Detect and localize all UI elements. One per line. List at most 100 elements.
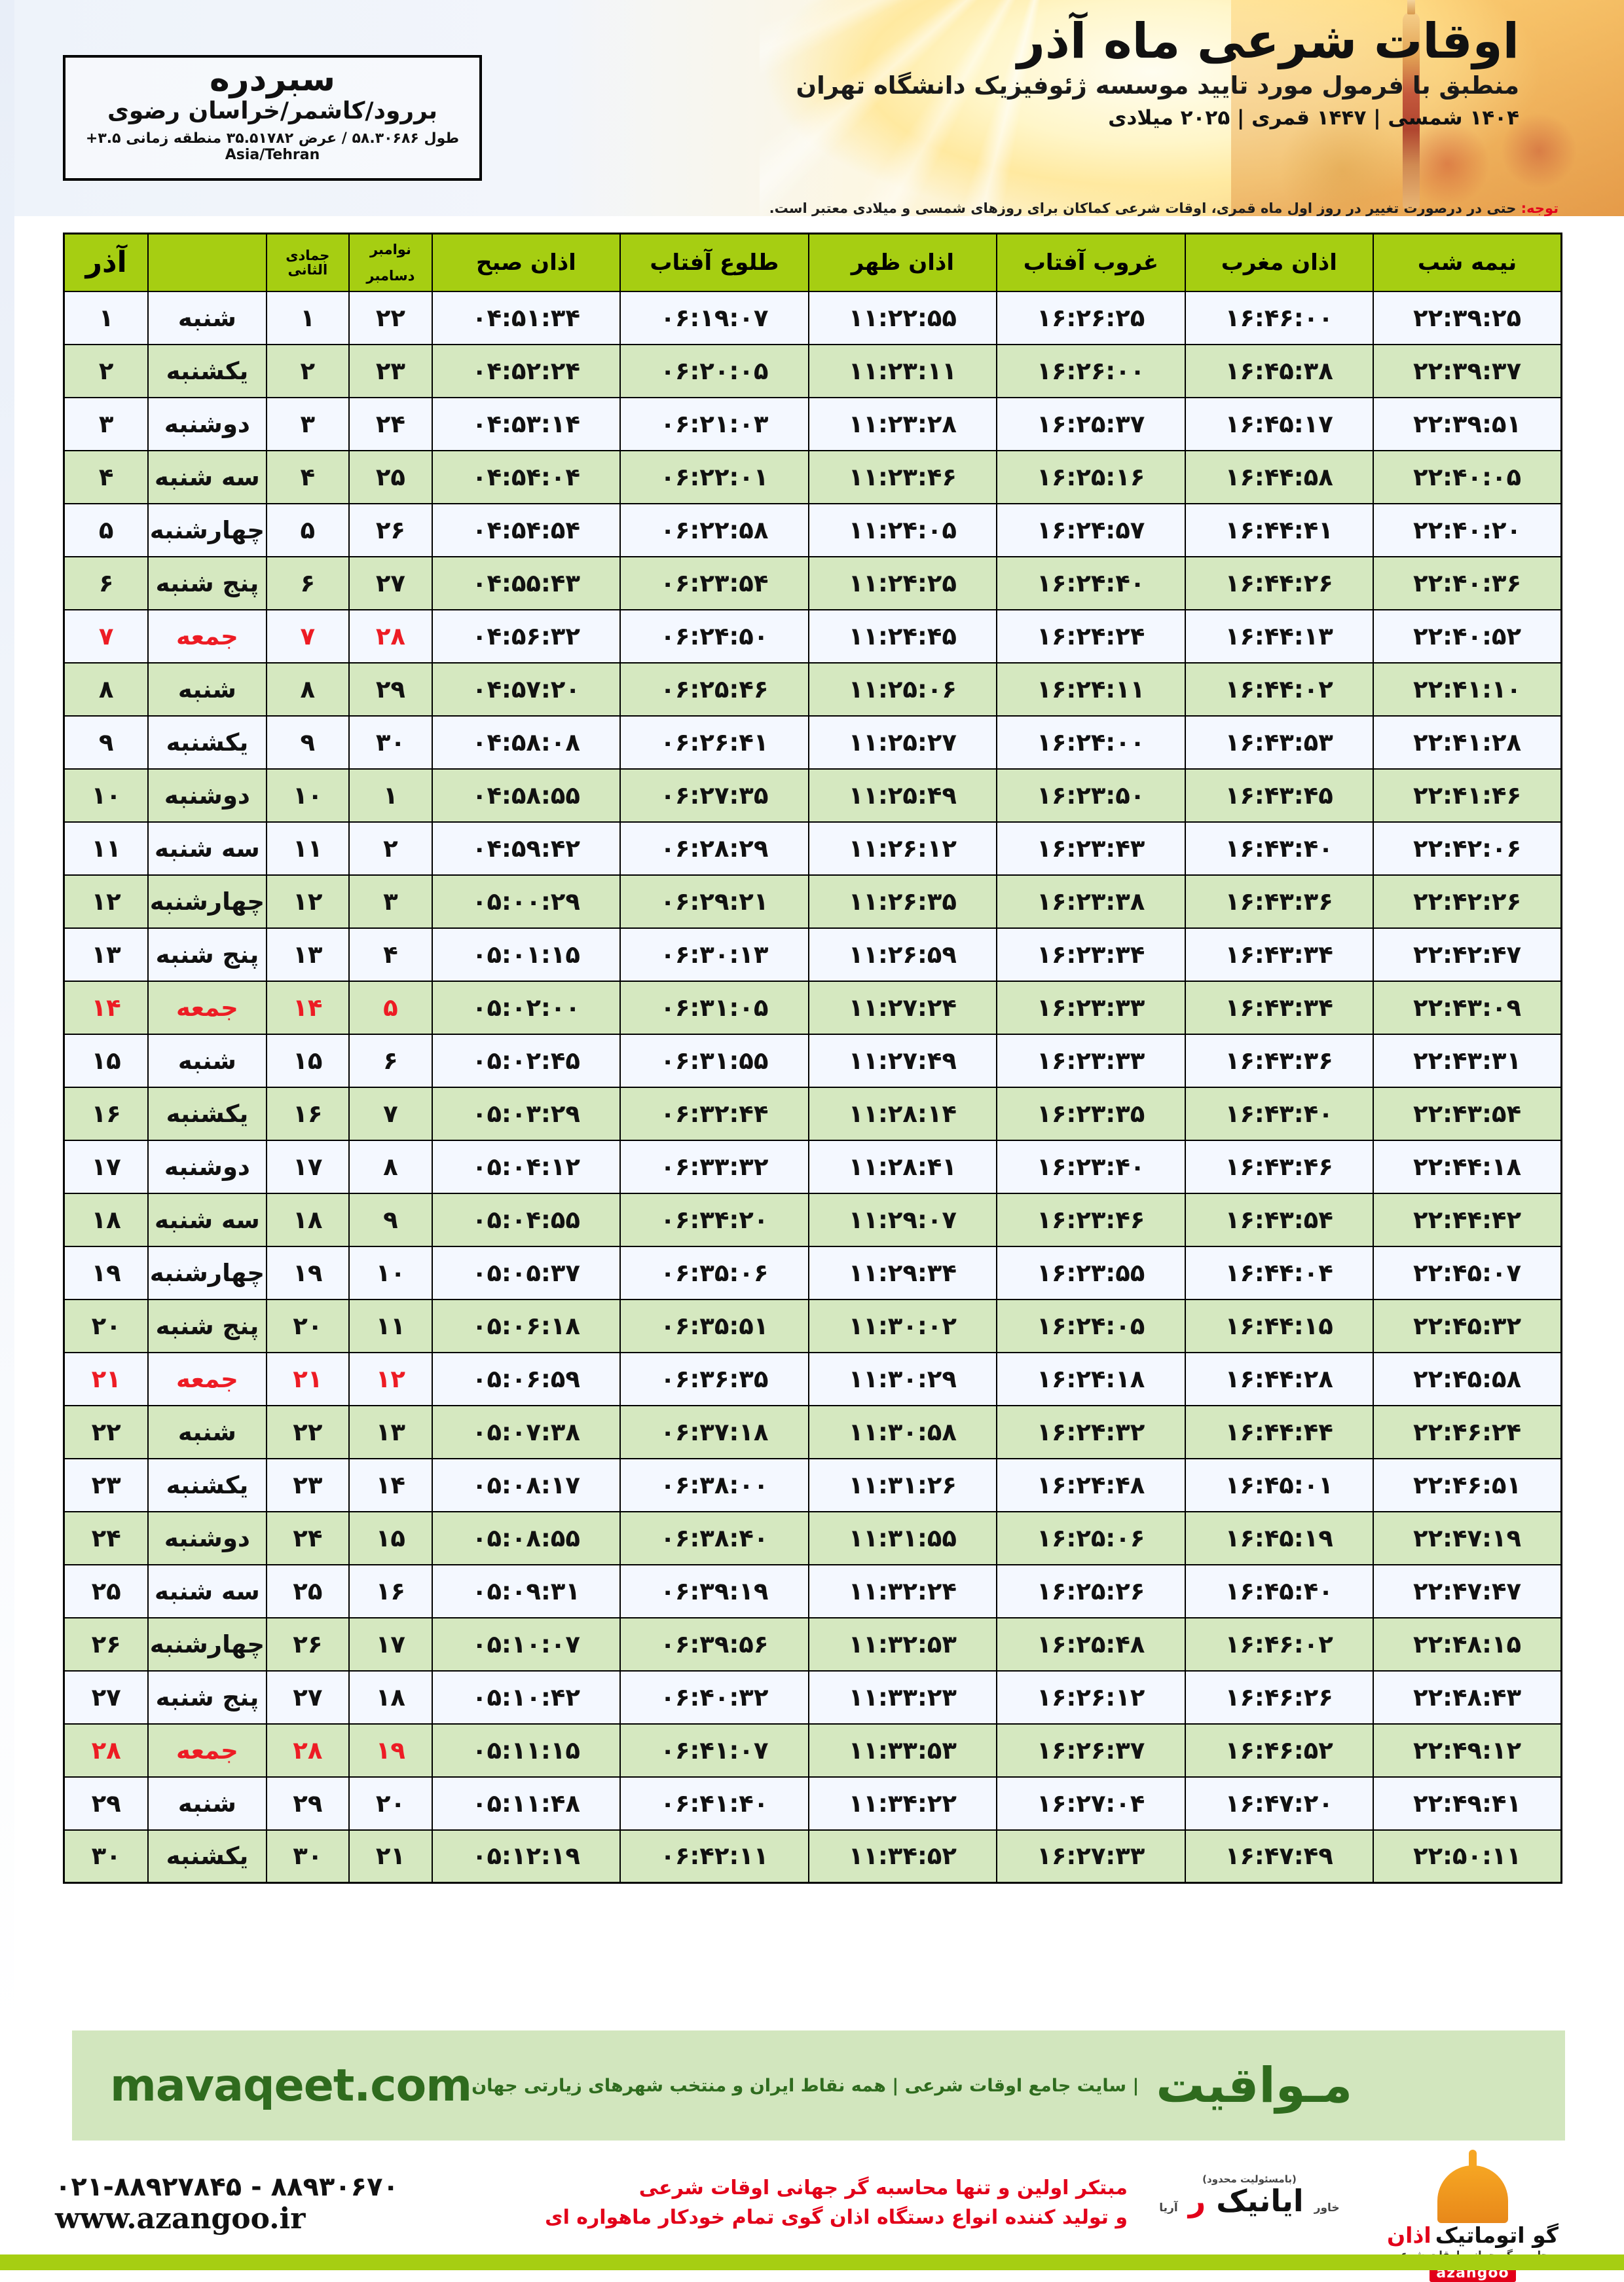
table-row: ۲۲:۴۶:۵۱ ۱۶:۴۵:۰۱ ۱۶:۲۴:۴۸ ۱۱:۳۱:۲۶ ۰۶:۳۸:۰۰…: [63, 1457, 1562, 1512]
cell-greg: ۲۱: [348, 1829, 433, 1884]
dome-icon: [1437, 2150, 1508, 2223]
cell-weekday: یکشنبه: [147, 715, 267, 770]
cell-hijri: ۱۴: [265, 980, 350, 1035]
cell-greg: ۴: [348, 927, 433, 982]
cell-midnight: ۲۲:۴۵:۰۷: [1373, 1245, 1562, 1300]
cell-maghrib: ۱۶:۴۳:۳۴: [1184, 980, 1375, 1035]
cell-fajr: ۰۴:۵۸:۵۵: [431, 768, 621, 823]
cell-hijri: ۲۴: [265, 1510, 350, 1565]
cell-day: ۱۸: [63, 1192, 149, 1247]
cell-sunrise: ۰۶:۴۲:۱۱: [619, 1829, 809, 1884]
cell-sunset: ۱۶:۲۵:۳۷: [996, 396, 1186, 451]
table-row: ۲۲:۴۰:۰۵ ۱۶:۴۴:۵۸ ۱۶:۲۵:۱۶ ۱۱:۲۳:۴۶ ۰۶:۲۲:۰۱…: [63, 449, 1562, 504]
table-row: ۲۲:۴۹:۱۲ ۱۶:۴۶:۵۲ ۱۶:۲۶:۳۷ ۱۱:۳۳:۵۳ ۰۶:۴۱:۰۷…: [63, 1723, 1562, 1778]
rayanik-wordmark-red: ر: [1188, 2183, 1206, 2218]
cell-greg: ۳: [348, 874, 433, 929]
cell-fajr: ۰۴:۵۹:۴۲: [431, 821, 621, 876]
cell-greg: ۲۶: [348, 502, 433, 557]
cell-dhuhr: ۱۱:۳۴:۵۲: [807, 1829, 998, 1884]
table-row: ۲۲:۴۷:۴۷ ۱۶:۴۵:۴۰ ۱۶:۲۵:۲۶ ۱۱:۳۲:۲۴ ۰۶:۳۹:۱۹…: [63, 1563, 1562, 1618]
cell-sunrise: ۰۶:۳۵:۰۶: [619, 1245, 809, 1300]
table-row: ۲۲:۴۸:۱۵ ۱۶:۴۶:۰۲ ۱۶:۲۵:۴۸ ۱۱:۳۲:۵۳ ۰۶:۳۹:۵۶…: [63, 1617, 1562, 1672]
cell-sunrise: ۰۶:۳۴:۲۰: [619, 1192, 809, 1247]
cell-sunrise: ۰۶:۲۹:۲۱: [619, 874, 809, 929]
cell-dhuhr: ۱۱:۳۱:۵۵: [807, 1510, 998, 1565]
col-header-dhuhr: اذان ظهر: [807, 233, 998, 292]
cell-dhuhr: ۱۱:۳۰:۲۹: [807, 1351, 998, 1406]
location-city: سبردره: [209, 60, 336, 99]
cell-dhuhr: ۱۱:۲۵:۰۶: [807, 662, 998, 717]
table-row: ۲۲:۴۵:۳۲ ۱۶:۴۴:۱۵ ۱۶:۲۴:۰۵ ۱۱:۳۰:۰۲ ۰۶:۳۵:۵۱…: [63, 1298, 1562, 1353]
cell-weekday: چهارشنبه: [147, 1245, 267, 1300]
cell-weekday: پنج شنبه: [147, 1670, 267, 1725]
cell-weekday: چهارشنبه: [147, 874, 267, 929]
table-row: ۲۲:۳۹:۳۷ ۱۶:۴۵:۳۸ ۱۶:۲۶:۰۰ ۱۱:۲۳:۱۱ ۰۶:۲۰:۰۵…: [63, 343, 1562, 398]
promo-domain-link[interactable]: mavaqeet.com: [110, 2059, 472, 2112]
cell-dhuhr: ۱۱:۳۳:۲۳: [807, 1670, 998, 1725]
cell-weekday: پنج شنبه: [147, 927, 267, 982]
table-row: ۲۲:۴۰:۳۶ ۱۶:۴۴:۲۶ ۱۶:۲۴:۴۰ ۱۱:۲۴:۲۵ ۰۶:۲۳:۵۴…: [63, 555, 1562, 610]
cell-maghrib: ۱۶:۴۳:۴۵: [1184, 768, 1375, 823]
shrine-artwork: [1231, 0, 1624, 216]
cell-weekday: سه شنبه: [147, 1192, 267, 1247]
col-header-fajr: اذان صبح: [431, 233, 621, 292]
cell-midnight: ۲۲:۴۵:۳۲: [1373, 1298, 1562, 1353]
cell-weekday: جمعه: [147, 980, 267, 1035]
cell-fajr: ۰۵:۰۸:۵۵: [431, 1510, 621, 1565]
cell-day: ۲۶: [63, 1617, 149, 1672]
cell-maghrib: ۱۶:۴۳:۵۳: [1184, 715, 1375, 770]
cell-weekday: دوشنبه: [147, 768, 267, 823]
promo-banner: مـواقیت | سایت جامع اوقات شرعی | همه نقا…: [72, 2030, 1565, 2141]
table-row: ۲۲:۳۹:۵۱ ۱۶:۴۵:۱۷ ۱۶:۲۵:۳۷ ۱۱:۲۳:۲۸ ۰۶:۲۱:۰۳…: [63, 396, 1562, 451]
table-row: ۲۲:۴۵:۵۸ ۱۶:۴۴:۲۸ ۱۶:۲۴:۱۸ ۱۱:۳۰:۲۹ ۰۶:۳۶:۳۵…: [63, 1351, 1562, 1406]
promo-tagline: | سایت جامع اوقات شرعی | همه نقاط ایران …: [471, 2075, 1139, 2096]
cell-fajr: ۰۵:۰۱:۱۵: [431, 927, 621, 982]
cell-hijri: ۱۰: [265, 768, 350, 823]
cell-hijri: ۹: [265, 715, 350, 770]
cell-fajr: ۰۵:۱۰:۰۷: [431, 1617, 621, 1672]
cell-fajr: ۰۵:۱۰:۴۲: [431, 1670, 621, 1725]
cell-maghrib: ۱۶:۴۳:۴۶: [1184, 1139, 1375, 1194]
cell-fajr: ۰۵:۱۱:۱۵: [431, 1723, 621, 1778]
cell-midnight: ۲۲:۴۷:۴۷: [1373, 1563, 1562, 1618]
cell-day: ۱۲: [63, 874, 149, 929]
footer-red-text: مبتکر اولین و تنها محاسبه گر جهانی اوقات…: [399, 2173, 1128, 2232]
cell-dhuhr: ۱۱:۲۳:۱۱: [807, 343, 998, 398]
cell-day: ۹: [63, 715, 149, 770]
cell-weekday: یکشنبه: [147, 1829, 267, 1884]
cell-day: ۲: [63, 343, 149, 398]
table-row: ۲۲:۴۰:۵۲ ۱۶:۴۴:۱۳ ۱۶:۲۴:۲۴ ۱۱:۲۴:۴۵ ۰۶:۲۴:۵۰…: [63, 608, 1562, 664]
cell-day: ۱۴: [63, 980, 149, 1035]
cell-maghrib: ۱۶:۴۵:۳۸: [1184, 343, 1375, 398]
cell-maghrib: ۱۶:۴۴:۰۲: [1184, 662, 1375, 717]
cell-fajr: ۰۴:۵۷:۲۰: [431, 662, 621, 717]
cell-dhuhr: ۱۱:۲۷:۲۴: [807, 980, 998, 1035]
cell-weekday: شنبه: [147, 1776, 267, 1831]
cell-weekday: سه شنبه: [147, 821, 267, 876]
cell-greg: ۲۷: [348, 555, 433, 610]
table-row: ۲۲:۴۱:۲۸ ۱۶:۴۳:۵۳ ۱۶:۲۴:۰۰ ۱۱:۲۵:۲۷ ۰۶:۲۶:۴۱…: [63, 715, 1562, 770]
col-header-weekday: [147, 233, 267, 292]
col-header-hijri: جمادی الثانی: [265, 233, 350, 292]
rayanik-wordmark: خاور ایانیک ر آریا: [1151, 2185, 1348, 2217]
table-row: ۲۲:۴۳:۳۱ ۱۶:۴۳:۳۶ ۱۶:۲۳:۳۳ ۱۱:۲۷:۴۹ ۰۶:۳۱:۵۵…: [63, 1033, 1562, 1088]
cell-maghrib: ۱۶:۴۷:۲۰: [1184, 1776, 1375, 1831]
cell-greg: ۳۰: [348, 715, 433, 770]
azangoo-wordmark-black: گو اتوماتیک: [1435, 2222, 1559, 2248]
cell-sunset: ۱۶:۲۷:۳۳: [996, 1829, 1186, 1884]
cell-midnight: ۲۲:۴۴:۱۸: [1373, 1139, 1562, 1194]
cell-weekday: شنبه: [147, 1404, 267, 1459]
cell-hijri: ۱: [265, 290, 350, 345]
footer-website-link[interactable]: www.azangoo.ir: [55, 2202, 306, 2235]
cell-sunset: ۱۶:۲۳:۴۰: [996, 1139, 1186, 1194]
cell-midnight: ۲۲:۴۶:۲۴: [1373, 1404, 1562, 1459]
cell-dhuhr: ۱۱:۲۶:۳۵: [807, 874, 998, 929]
cell-day: ۱۹: [63, 1245, 149, 1300]
cell-day: ۲۴: [63, 1510, 149, 1565]
cell-maghrib: ۱۶:۴۵:۱۹: [1184, 1510, 1375, 1565]
cell-day: ۱۶: [63, 1086, 149, 1141]
rayanik-logo: (بامسئولیت محدود) خاور ایانیک ر آریا: [1151, 2173, 1348, 2217]
cell-sunset: ۱۶:۲۷:۰۴: [996, 1776, 1186, 1831]
cell-hijri: ۲۳: [265, 1457, 350, 1512]
cell-sunset: ۱۶:۲۶:۰۰: [996, 343, 1186, 398]
